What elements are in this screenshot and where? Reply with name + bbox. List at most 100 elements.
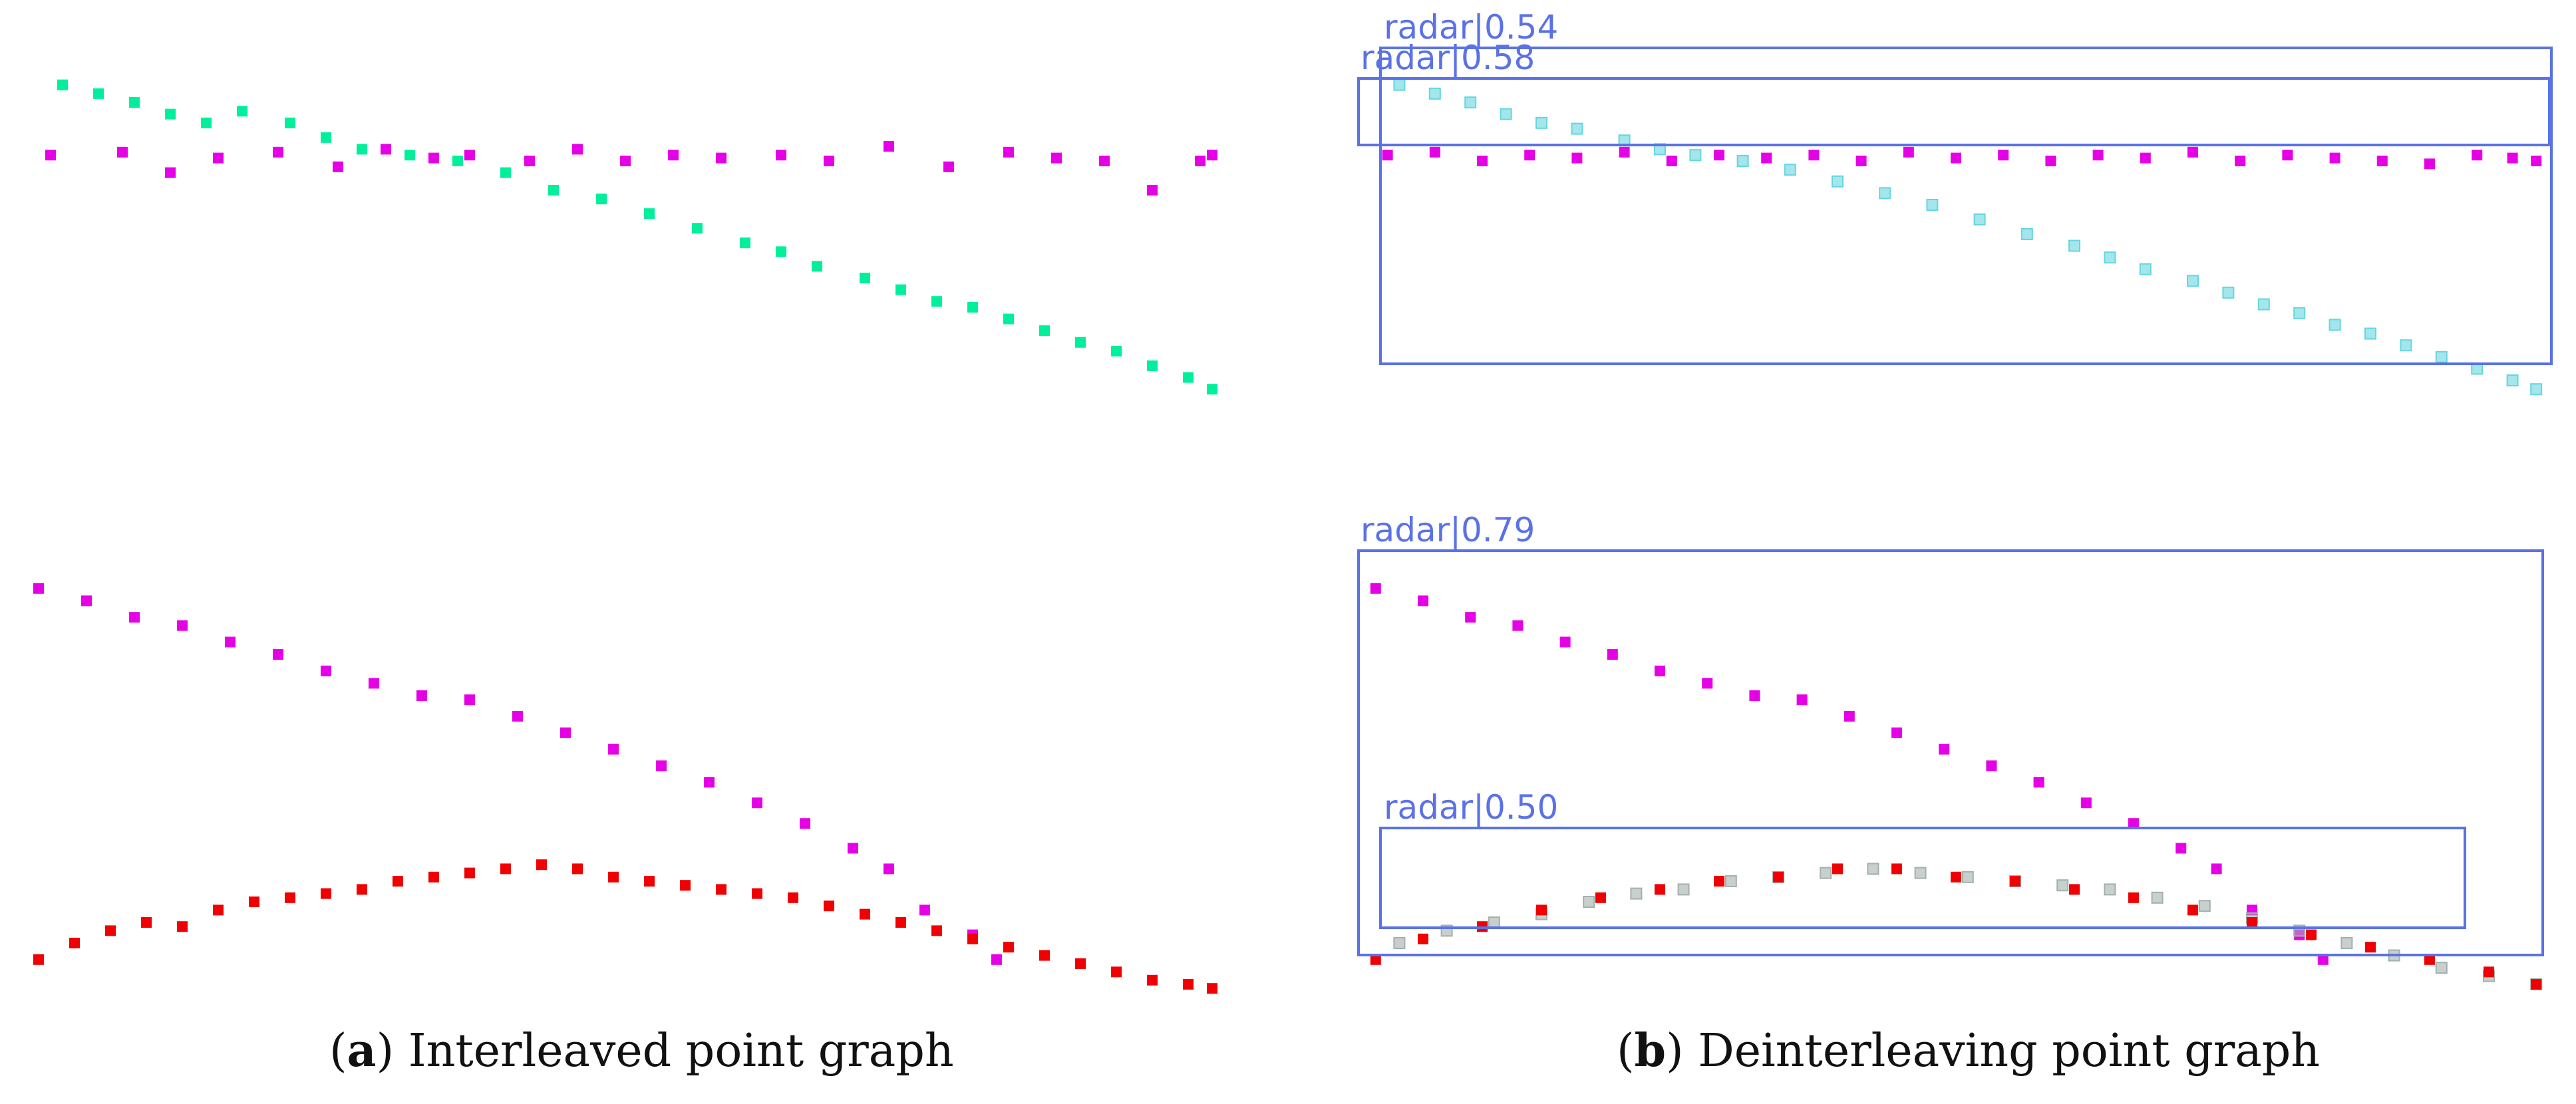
point-a-top-green-0	[57, 79, 68, 90]
point-a-bottom-magenta-3	[177, 620, 188, 631]
point-a-top-magenta-18	[1003, 146, 1014, 158]
point-a-top-magenta-15	[824, 156, 834, 166]
point-b-top-cyan_marker-15	[2020, 228, 2033, 240]
point-b-top-magenta-6	[1666, 156, 1677, 166]
point-b-bottom-red-19	[2484, 966, 2494, 978]
point-b-top-magenta-18	[2235, 156, 2246, 166]
point-b-top-cyan_marker-18	[2139, 263, 2152, 275]
point-a-top-magenta-20	[1099, 156, 1110, 166]
panel-b-top-plot	[1382, 78, 2543, 396]
point-b-top-magenta-10	[1855, 156, 1867, 166]
point-a-top-magenta-2	[165, 167, 176, 178]
point-a-bottom-red-28	[1039, 950, 1050, 961]
point-b-bottom-magenta-2	[1465, 612, 1476, 623]
point-b-bottom-gray_marker-15	[2104, 883, 2116, 896]
point-a-top-magenta-21	[1147, 185, 1158, 196]
point-a-bottom-red-4	[177, 921, 188, 932]
point-b-top-cyan_marker-9	[1736, 155, 1749, 167]
detection-box-b-top-0	[1379, 47, 2553, 365]
point-b-top-cyan_marker-24	[2364, 327, 2376, 340]
point-a-bottom-red-13	[500, 863, 511, 875]
point-b-bottom-gray_marker-12	[1961, 871, 1974, 883]
point-a-bottom-magenta-14	[704, 777, 715, 788]
point-a-top-green-10	[452, 156, 463, 166]
point-a-bottom-magenta-16	[800, 818, 810, 829]
point-a-top-green-18	[812, 261, 822, 272]
point-b-bottom-magenta-5	[1607, 649, 1618, 660]
point-b-bottom-red-8	[1832, 863, 1843, 875]
point-b-top-cyan_marker-3	[1500, 108, 1512, 120]
point-a-top-green-21	[931, 296, 942, 307]
point-a-bottom-red-20	[752, 888, 762, 899]
point-a-top-magenta-11	[620, 156, 631, 166]
point-a-bottom-red-31	[1147, 974, 1158, 986]
caption-b-text: ) Deinterleaving point graph	[1666, 1025, 2321, 1077]
point-b-bottom-red-7	[1773, 871, 1784, 883]
point-b-bottom-magenta-11	[1891, 727, 1902, 738]
point-b-bottom-magenta-13	[1986, 760, 1997, 771]
point-b-top-cyan_marker-19	[2187, 275, 2199, 287]
panel-b-bottom-plot	[1370, 583, 2543, 990]
point-b-bottom-red-1	[1418, 933, 1428, 944]
point-a-top-magenta-23	[1207, 150, 1217, 161]
detection-label-b-bottom-1: radar|0.50	[1384, 788, 1558, 827]
point-b-top-magenta-2	[1477, 156, 1488, 166]
point-a-bottom-magenta-19	[919, 904, 930, 916]
point-a-bottom-red-29	[1075, 958, 1086, 969]
point-b-bottom-magenta-0	[1370, 583, 1381, 594]
point-b-top-magenta-21	[2376, 156, 2388, 166]
point-b-top-cyan_marker-5	[1571, 122, 1583, 135]
point-b-bottom-magenta-9	[1796, 694, 1808, 706]
point-a-bottom-red-5	[213, 904, 224, 916]
point-b-bottom-gray_marker-2	[1488, 916, 1500, 928]
point-b-top-magenta-12	[1951, 152, 1961, 164]
point-a-top-magenta-16	[884, 141, 894, 152]
point-b-bottom-magenta-6	[1655, 665, 1665, 676]
point-a-top-magenta-10	[572, 144, 583, 155]
point-b-top-cyan_marker-23	[2329, 319, 2341, 331]
point-a-bottom-red-15	[572, 863, 583, 875]
point-a-top-green-4	[201, 117, 212, 128]
point-a-bottom-red-9	[357, 884, 367, 895]
point-b-top-cyan_marker-28	[2506, 374, 2519, 386]
point-b-bottom-gray_marker-6	[1677, 883, 1690, 896]
point-b-top-magenta-19	[2282, 150, 2293, 161]
point-b-bottom-magenta-10	[1844, 711, 1855, 722]
point-b-bottom-gray_marker-20	[2340, 937, 2353, 949]
point-b-top-cyan_marker-8	[1689, 149, 1702, 162]
point-a-top-green-28	[1183, 372, 1194, 383]
point-a-bottom-red-7	[285, 892, 295, 903]
point-b-top-cyan_marker-13	[1926, 199, 1939, 211]
point-b-bottom-red-3	[1536, 904, 1547, 916]
point-b-top-cyan_marker-4	[1535, 116, 1547, 129]
point-b-top-cyan_marker-29	[2530, 383, 2543, 396]
point-b-bottom-red-0	[1370, 954, 1381, 965]
detection-label-b-bottom-0: radar|0.79	[1361, 511, 1535, 549]
point-a-bottom-red-6	[249, 897, 259, 907]
point-a-bottom-magenta-18	[884, 863, 894, 875]
point-b-top-cyan_marker-1	[1428, 87, 1441, 100]
point-b-bottom-red-11	[2010, 876, 2020, 887]
caption-a-letter: a	[347, 1024, 377, 1077]
point-b-top-cyan_marker-26	[2435, 350, 2448, 363]
point-a-top-green-3	[165, 108, 176, 120]
point-b-bottom-red-14	[2187, 904, 2198, 916]
point-a-bottom-red-18	[680, 880, 691, 891]
point-a-bottom-magenta-9	[464, 694, 475, 706]
point-b-bottom-magenta-3	[1512, 620, 1524, 631]
point-b-top-cyan_marker-2	[1464, 96, 1477, 108]
point-b-bottom-magenta-12	[1939, 744, 1950, 755]
point-b-bottom-gray_marker-17	[2198, 900, 2211, 912]
point-b-bottom-red-9	[1891, 863, 1902, 875]
point-a-top-magenta-4	[273, 146, 283, 158]
point-a-top-green-22	[967, 302, 978, 313]
point-b-bottom-magenta-21	[2317, 954, 2329, 965]
point-a-top-magenta-7	[428, 152, 439, 164]
point-a-bottom-red-30	[1111, 966, 1122, 978]
point-a-top-green-6	[285, 117, 295, 128]
point-b-top-magenta-23	[2472, 150, 2483, 161]
point-a-top-magenta-1	[117, 146, 128, 158]
panel-a-top-plot	[45, 79, 1217, 395]
detection-box-b-bottom-0	[1357, 549, 2544, 956]
